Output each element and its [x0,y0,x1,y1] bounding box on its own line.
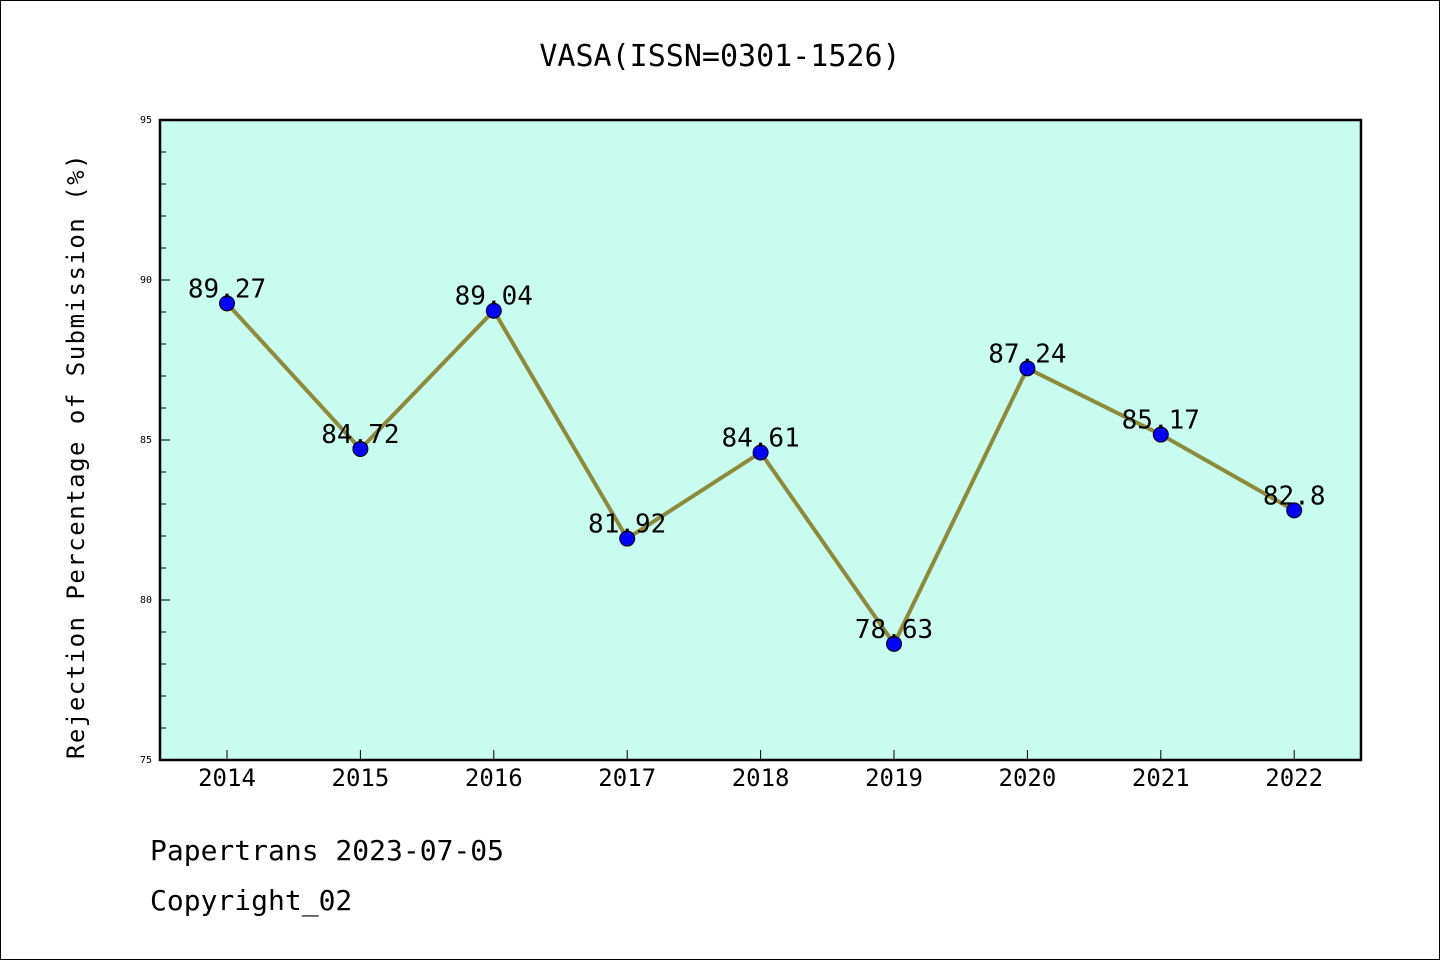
data-label: 78.63 [855,615,933,645]
data-point [752,444,769,461]
chart-title: VASA(ISSN=0301-1526) [539,39,900,74]
data-point [1019,360,1036,377]
data-label: 84.72 [321,420,399,450]
x-tick-label: 2018 [732,764,790,792]
x-tick-label: 2014 [198,764,256,792]
x-tick-label: 2021 [1132,764,1190,792]
data-point [1152,426,1169,443]
data-point [352,440,369,457]
y-tick-label: 85 [140,435,152,446]
data-label: 89.27 [188,274,266,304]
plot-border [158,118,1363,762]
y-tick-label: 80 [140,595,152,606]
data-label: 84.61 [721,423,799,453]
data-label: 87.24 [988,339,1066,369]
x-tick-label: 2017 [598,764,656,792]
x-tick-label: 2022 [1265,764,1323,792]
data-point [619,530,636,547]
y-axis: 75 80 85 90 95 [140,115,170,766]
data-point [485,302,502,319]
x-axis: 2014 2015 2016 2017 2018 2019 2020 2021 2022 [198,750,1323,792]
y-tick-label: 75 [140,755,152,766]
y-tick-label: 90 [140,275,152,286]
x-tick-label: 2019 [865,764,923,792]
data-point [219,295,235,312]
data-labels: 89.27 84.72 89.04 81.92 84.61 78.63 87.24 85.17… [188,274,1326,644]
data-point [1286,502,1303,519]
data-label: 81.92 [588,510,666,540]
data-label: 85.17 [1122,406,1200,436]
y-axis-label: Rejection Percentage of Submission (%) [62,153,90,759]
footer-source-date: Papertrans 2023-07-05 [150,834,505,867]
footer-copyright: Copyright_02 [150,884,353,917]
x-tick-label: 2015 [332,764,390,792]
series-markers [219,295,1303,652]
x-tick-label: 2016 [465,764,523,792]
x-tick-label: 2020 [999,764,1057,792]
data-point [886,635,902,652]
data-label: 89.04 [455,282,533,312]
data-label: 82.8 [1263,481,1326,511]
y-tick-label: 95 [140,115,152,126]
